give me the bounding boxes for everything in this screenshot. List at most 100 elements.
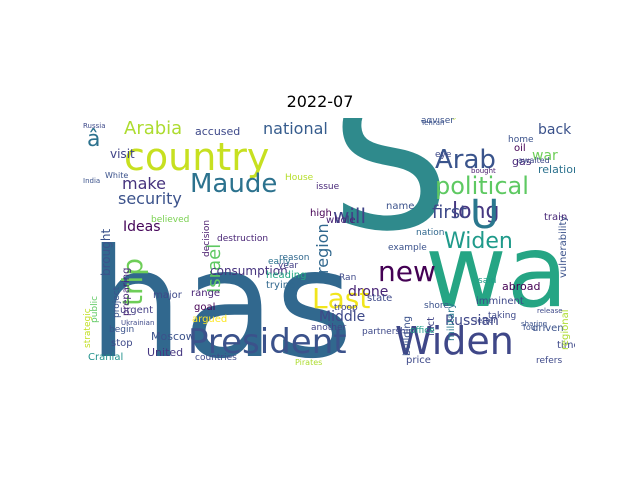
- word-project: project: [112, 286, 122, 318]
- word-begin: begin: [109, 325, 134, 335]
- word-arabia: Arabia: [124, 118, 182, 139]
- word-arab: Arab: [435, 145, 496, 175]
- word-shore: shore: [424, 301, 449, 311]
- word-year: year: [278, 261, 298, 271]
- word-another: another: [311, 323, 346, 333]
- word-four: four: [523, 323, 540, 332]
- word-pirates: Pirates: [295, 358, 322, 367]
- word-time: time: [557, 340, 575, 351]
- word-strategic: strategic: [83, 308, 93, 348]
- word-national: national: [263, 119, 328, 138]
- word-said: said: [478, 276, 496, 286]
- word-maude: Maude: [190, 169, 277, 199]
- word-countries: countries: [195, 353, 237, 363]
- word-s: S: [330, 118, 451, 273]
- word-relation: relation: [538, 163, 575, 176]
- word--: â: [87, 127, 100, 152]
- word-trying: trying: [266, 280, 295, 291]
- word-military: military: [446, 303, 457, 341]
- word-office: office: [410, 326, 435, 336]
- word-issue: issue: [316, 182, 340, 192]
- word-argued: argued: [192, 314, 227, 325]
- word-early: early: [268, 257, 291, 267]
- word-first: first: [432, 202, 467, 223]
- word-fact: fact: [426, 317, 437, 336]
- word-bought: bought: [471, 167, 496, 175]
- word-public: public: [90, 296, 100, 323]
- word-refers: refers: [536, 356, 562, 366]
- word-drone: drone: [348, 284, 388, 300]
- word-english: English: [443, 118, 468, 120]
- word-moscow: Moscow: [151, 330, 195, 343]
- word-taking: taking: [488, 311, 516, 321]
- word-example: example: [388, 243, 427, 253]
- word-long: long: [452, 199, 499, 224]
- word-tehran: Tehran: [420, 119, 444, 127]
- word-new: new: [378, 255, 436, 288]
- word-decision: decision: [202, 220, 212, 257]
- word-israel: Israel: [204, 244, 225, 293]
- word-make: make: [122, 174, 166, 193]
- word-security: security: [118, 189, 182, 208]
- word-whole: whole: [326, 215, 356, 226]
- word-sharing: sharing: [521, 320, 547, 328]
- word-vulnerability: vulnerability: [558, 216, 569, 278]
- word-letter: letter: [475, 316, 497, 325]
- word-goal: goal: [194, 302, 215, 313]
- word-name: name: [386, 201, 414, 212]
- word-driven: driven: [532, 323, 564, 334]
- word-imminent: imminent: [476, 296, 524, 307]
- word-train: train: [544, 212, 567, 223]
- word-high: high: [310, 208, 332, 219]
- word-release: release: [537, 307, 563, 315]
- word-state: state: [367, 293, 392, 304]
- word-trip: trip: [116, 258, 149, 306]
- word-abroad: abroad: [502, 280, 540, 293]
- word-united: United: [147, 346, 183, 359]
- word-ukrainian: Ukrainian: [121, 319, 154, 327]
- word-reason: reason: [279, 253, 309, 263]
- word-accused: accused: [195, 125, 240, 138]
- word-white: White: [105, 171, 128, 180]
- word-political: political: [435, 172, 529, 200]
- word-last: Last: [312, 282, 370, 315]
- word-troop: troop: [334, 303, 358, 313]
- word-visit: visit: [110, 147, 135, 161]
- word-house: House: [285, 173, 314, 183]
- word-cranial: Cranial: [88, 352, 123, 363]
- word-brought: brought: [99, 229, 113, 276]
- word-building: building: [402, 316, 413, 356]
- word-range: range: [191, 288, 220, 299]
- word-country: country: [124, 135, 269, 179]
- word-widen: Widen: [444, 229, 513, 254]
- word-home: home: [508, 135, 534, 145]
- word-india: India: [83, 177, 100, 185]
- word-ideas: Ideas: [123, 219, 161, 235]
- word-destruction: destruction: [217, 234, 268, 244]
- word-widen: Widen: [395, 319, 514, 363]
- word-regional: regional: [560, 309, 571, 350]
- word-partnership: partnership: [362, 327, 414, 337]
- figure-title: 2022-07: [286, 92, 354, 111]
- word-wa: wa: [425, 213, 568, 330]
- word-will: will: [333, 204, 366, 228]
- word-consumption: consumption: [210, 264, 288, 278]
- word-nation: nation: [416, 228, 444, 238]
- word-region: region: [313, 223, 332, 274]
- word-awaited: awaited: [518, 156, 550, 165]
- word-back: back: [538, 122, 572, 138]
- word-president: President: [188, 322, 347, 362]
- word-adviser: adviser: [421, 118, 454, 126]
- word-middle: Middle: [319, 309, 365, 325]
- word-war: war: [532, 148, 558, 164]
- word-u: U: [470, 192, 499, 238]
- word-eye: eye: [435, 150, 452, 160]
- word-ran: Ran: [339, 273, 356, 283]
- word-stop: stop: [111, 338, 133, 349]
- word-heading: heading: [266, 270, 306, 281]
- word-believed: believed: [151, 215, 189, 225]
- word-price: price: [406, 355, 431, 366]
- word-russia: Russia: [83, 122, 106, 130]
